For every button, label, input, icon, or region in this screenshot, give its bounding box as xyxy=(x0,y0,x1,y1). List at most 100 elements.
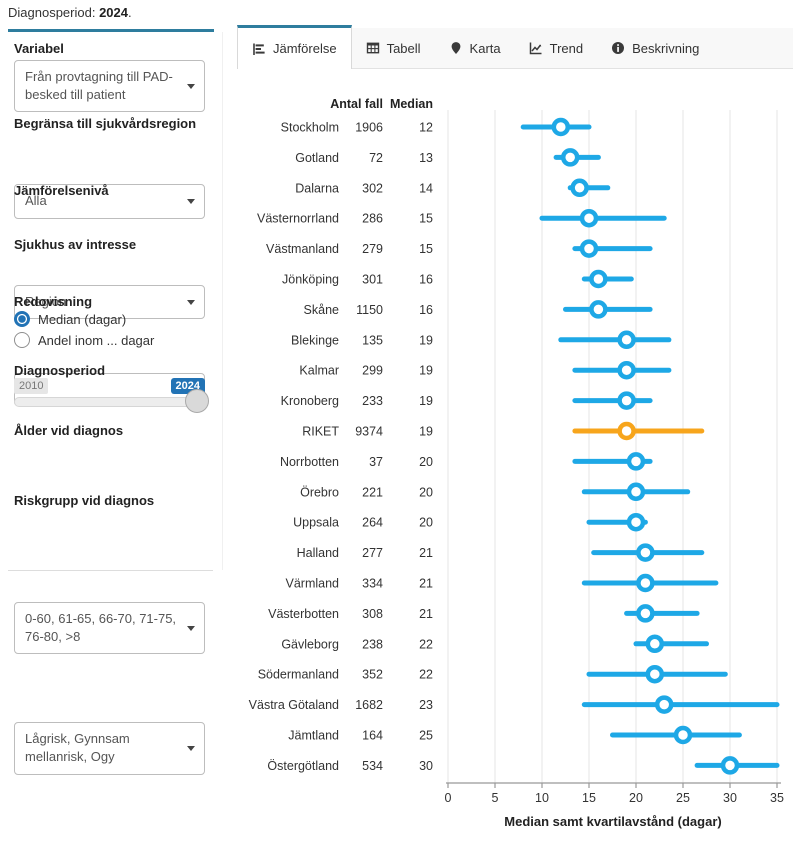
row-median: 19 xyxy=(419,333,433,347)
row-label: Gävleborg xyxy=(281,637,339,651)
comparison-panel: Antal fall Median Stockholm 1906 12 Gotland 72… xyxy=(240,90,793,838)
row-marker[interactable] xyxy=(586,664,728,684)
slider-track[interactable] xyxy=(14,389,209,413)
diagnosperiod-label: Diagnosperiod xyxy=(14,363,106,378)
table-icon xyxy=(366,42,379,54)
row-antal-fall: 534 xyxy=(362,759,383,773)
row-marker[interactable] xyxy=(520,117,592,137)
redovisning-option-andel-label: Andel inom ... dagar xyxy=(38,332,155,348)
tab-tabell[interactable]: Tabell xyxy=(352,28,435,68)
row-marker[interactable] xyxy=(572,239,653,258)
row-antal-fall: 334 xyxy=(362,577,383,591)
row-label: Uppsala xyxy=(293,516,339,530)
chart-row: Örebro 221 20 xyxy=(300,482,691,502)
jamforelseniva-select-value: Region xyxy=(25,293,67,309)
chart-column-headers: Antal fall Median xyxy=(330,97,433,111)
row-marker[interactable] xyxy=(581,269,634,289)
row-median: 25 xyxy=(419,729,433,743)
row-marker[interactable] xyxy=(581,695,780,714)
variabel-select-value: Från provtagning till PAD-besked till pa… xyxy=(25,69,173,103)
chart-row: Uppsala 264 20 xyxy=(293,512,648,532)
jamforelseniva-label: Jämförelsenivå xyxy=(14,183,109,198)
median-header: Median xyxy=(390,97,433,111)
row-antal-fall: 352 xyxy=(362,668,383,682)
row-marker[interactable] xyxy=(586,512,648,532)
tab-tabell-label: Tabell xyxy=(386,40,421,56)
chart-row: Västernorrland 286 15 xyxy=(257,208,667,228)
row-median: 21 xyxy=(419,577,433,591)
row-label: Kronoberg xyxy=(281,394,339,408)
row-median: 20 xyxy=(419,485,433,499)
row-antal-fall: 72 xyxy=(369,151,383,165)
chart-row: Södermanland 352 22 xyxy=(258,664,728,684)
antal-fall-header: Antal fall xyxy=(330,97,383,111)
row-marker[interactable] xyxy=(591,543,705,562)
tab-trend-label: Trend xyxy=(549,40,584,56)
x-tick-label: 30 xyxy=(723,791,737,805)
row-marker[interactable] xyxy=(572,452,653,471)
row-median: 13 xyxy=(419,151,433,165)
diagnosperiod-summary-value: 2024 xyxy=(99,5,128,20)
variabel-label: Variabel xyxy=(14,41,64,56)
sidebar-bottom-divider xyxy=(8,570,213,571)
row-marker[interactable] xyxy=(581,573,719,593)
variabel-select[interactable]: Från provtagning till PAD-besked till pa… xyxy=(14,60,205,113)
sidebar-top-rule xyxy=(8,29,214,32)
tab-beskrivning-label: Beskrivning xyxy=(632,40,700,56)
row-marker[interactable] xyxy=(610,725,742,745)
row-marker[interactable] xyxy=(572,421,705,441)
row-label: Blekinge xyxy=(291,333,339,347)
row-marker[interactable] xyxy=(633,634,709,654)
diagnosperiod-slider[interactable]: 2010 2024 xyxy=(14,378,209,418)
tab-karta[interactable]: Karta xyxy=(435,28,515,68)
row-median: 15 xyxy=(419,242,433,256)
row-label: Gotland xyxy=(295,151,339,165)
row-median: 20 xyxy=(419,455,433,469)
row-marker[interactable] xyxy=(572,360,672,380)
riskgrupp-label: Riskgrupp vid diagnos xyxy=(14,493,155,508)
row-median: 19 xyxy=(419,425,433,439)
jamforelseniva-select[interactable]: Region xyxy=(14,284,205,319)
row-antal-fall: 277 xyxy=(362,546,383,560)
trend-line-icon xyxy=(529,42,542,55)
row-median: 16 xyxy=(419,303,433,317)
row-median: 21 xyxy=(419,607,433,621)
row-antal-fall: 279 xyxy=(362,242,383,256)
row-marker[interactable] xyxy=(563,300,653,319)
row-marker[interactable] xyxy=(624,604,700,623)
chart-row: Östergötland 534 30 xyxy=(267,756,780,775)
row-label: Västmanland xyxy=(266,242,339,256)
chart-row: Gävleborg 238 22 xyxy=(281,634,709,654)
sjukvardsregion-select[interactable]: Alla xyxy=(14,184,205,219)
row-label: Örebro xyxy=(300,485,339,499)
redovisning-option-median[interactable]: Median (dagar) xyxy=(14,311,126,327)
row-median: 23 xyxy=(419,698,433,712)
tab-trend[interactable]: Trend xyxy=(515,28,597,68)
x-tick-label: 0 xyxy=(445,791,452,805)
median-interval-chart: Antal fall Median Stockholm 1906 12 Gotland 72… xyxy=(249,97,784,829)
row-marker[interactable] xyxy=(567,178,611,198)
row-marker[interactable] xyxy=(558,330,672,350)
slider-handle[interactable] xyxy=(185,389,209,413)
chart-row: Jämtland 164 25 xyxy=(288,725,742,745)
sjukhus-label: Sjukhus av intresse xyxy=(14,237,137,252)
row-median: 14 xyxy=(419,181,433,195)
radio-selected-icon[interactable] xyxy=(14,311,30,327)
row-label: Halland xyxy=(297,546,339,560)
row-marker[interactable] xyxy=(539,208,667,228)
row-label: Jämtland xyxy=(288,729,339,743)
riskgrupp-select[interactable]: Lågrisk, Gynnsam mellanrisk, Ogy xyxy=(14,722,205,775)
row-marker[interactable] xyxy=(572,391,653,410)
tab-beskrivning[interactable]: Beskrivning xyxy=(597,28,713,68)
row-marker[interactable] xyxy=(553,148,601,167)
row-antal-fall: 238 xyxy=(362,637,383,651)
redovisning-option-andel[interactable]: Andel inom ... dagar xyxy=(14,332,154,348)
tab-jamforelse[interactable]: Jämförelse xyxy=(237,25,352,69)
sjukvardsregion-select-value: Alla xyxy=(25,193,47,209)
row-marker[interactable] xyxy=(581,482,691,502)
row-marker[interactable] xyxy=(694,756,780,775)
radio-unselected-icon[interactable] xyxy=(14,332,30,348)
row-median: 30 xyxy=(419,759,433,773)
comparison-chart-icon xyxy=(253,43,265,55)
alder-select[interactable]: 0-60, 61-65, 66-70, 71-75, 76-80, >8 xyxy=(14,601,205,655)
